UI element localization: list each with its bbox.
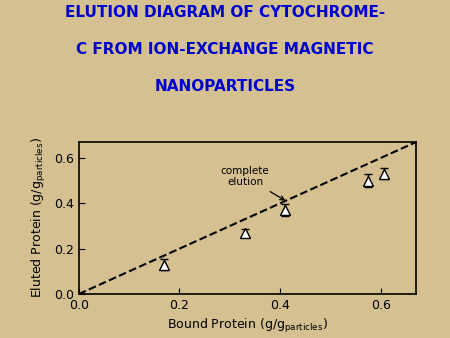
Text: ELUTION DIAGRAM OF CYTOCHROME-: ELUTION DIAGRAM OF CYTOCHROME- bbox=[65, 5, 385, 20]
Text: NANOPARTICLES: NANOPARTICLES bbox=[154, 79, 296, 94]
Text: complete
elution: complete elution bbox=[220, 166, 284, 200]
Text: C FROM ION-EXCHANGE MAGNETIC: C FROM ION-EXCHANGE MAGNETIC bbox=[76, 42, 374, 57]
Y-axis label: Eluted Protein (g/g$_{\rm particles}$): Eluted Protein (g/g$_{\rm particles}$) bbox=[30, 138, 48, 298]
X-axis label: Bound Protein (g/g$_{\rm particles}$): Bound Protein (g/g$_{\rm particles}$) bbox=[167, 317, 328, 336]
